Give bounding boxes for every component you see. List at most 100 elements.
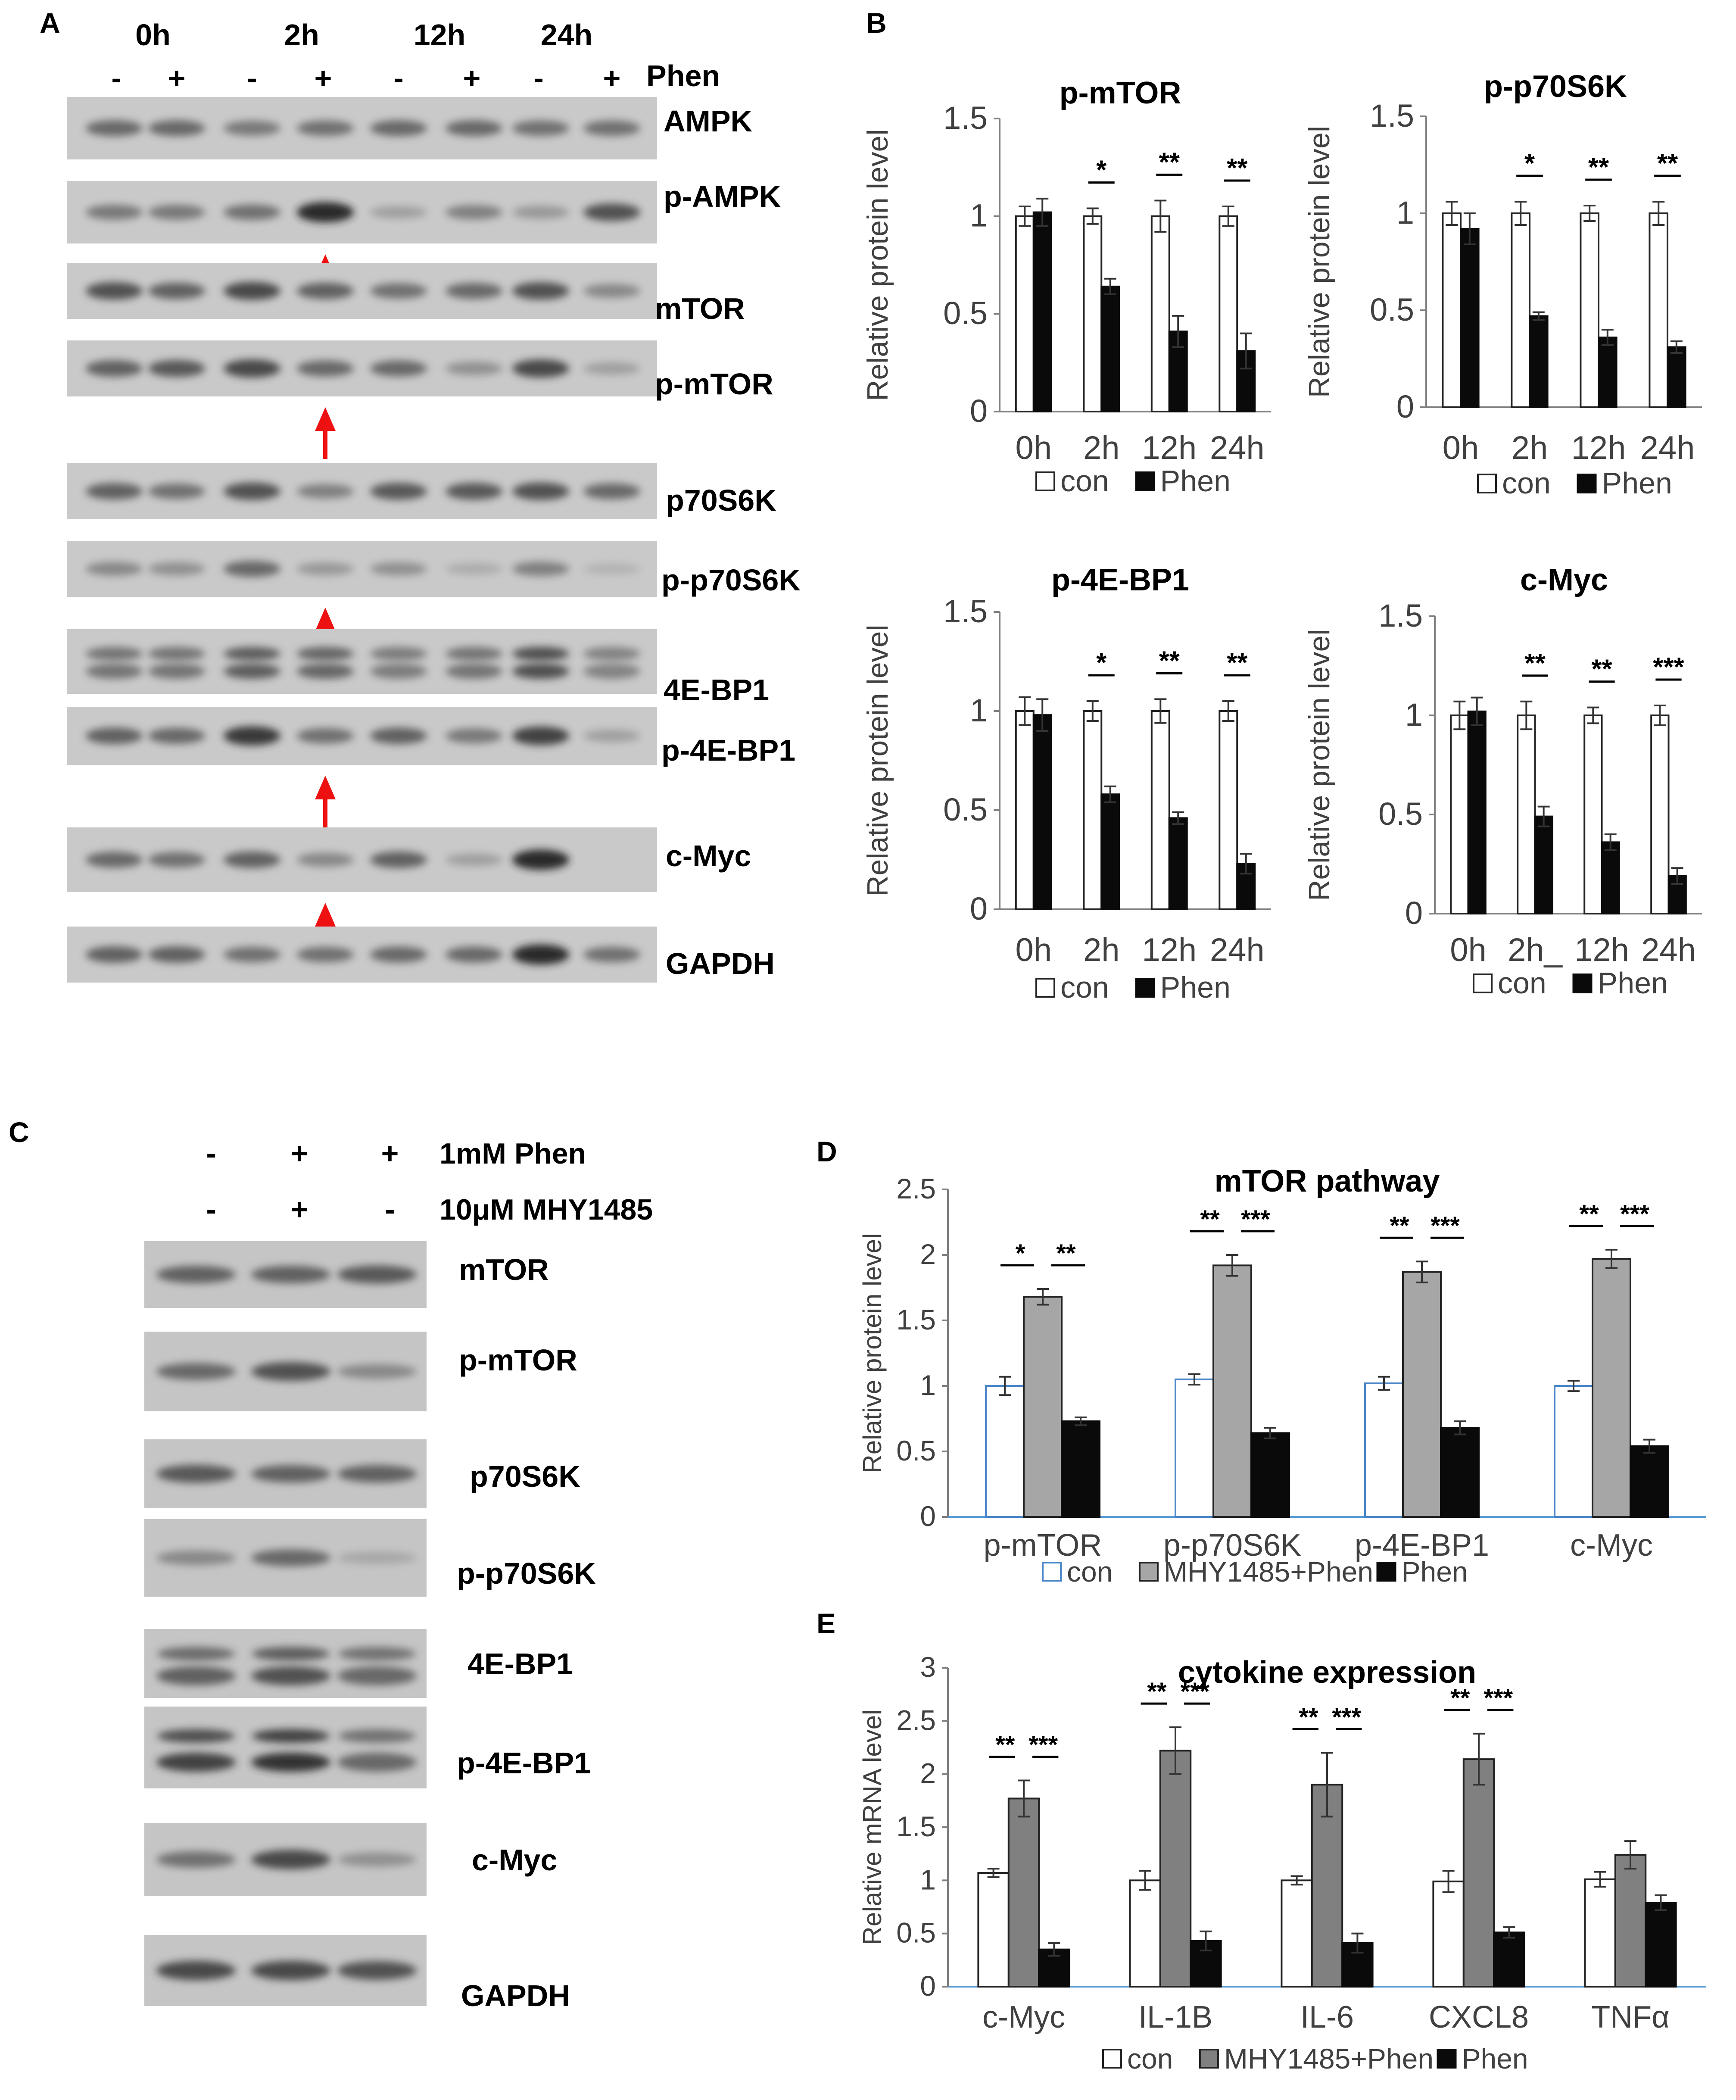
x-tick-label: 0h bbox=[1015, 430, 1052, 466]
lane-sign: + bbox=[168, 61, 186, 95]
legend-label: Phen bbox=[1160, 970, 1231, 1004]
bar-phen bbox=[1534, 815, 1553, 914]
y-tick-label: 2.5 bbox=[896, 1173, 936, 1204]
significance-marker: * bbox=[1096, 156, 1107, 185]
blot-band bbox=[297, 852, 354, 867]
y-tick-label: 1 bbox=[920, 1369, 936, 1401]
blot-membrane bbox=[67, 629, 657, 694]
blot-membrane bbox=[144, 1629, 427, 1698]
blot-band bbox=[86, 647, 143, 661]
lane-sign: + bbox=[463, 61, 481, 95]
chart-5: cytokine expression 0 0.5 1 1.5 2 2.5 3 Relative… bbox=[858, 1651, 1706, 2075]
blot-band bbox=[251, 1666, 330, 1685]
bar-phen bbox=[1100, 793, 1120, 910]
bar-con bbox=[1129, 1879, 1161, 1988]
blot-band bbox=[251, 1753, 330, 1772]
lane-sign: - bbox=[111, 61, 121, 95]
blot-band bbox=[252, 1729, 330, 1743]
lane-sign: - bbox=[247, 61, 257, 95]
significance-marker: ** bbox=[1159, 147, 1180, 177]
blot-band bbox=[337, 1961, 417, 1980]
significance-marker: *** bbox=[1431, 1212, 1460, 1240]
blot-band bbox=[512, 282, 569, 300]
timepoint-label: 24h bbox=[541, 18, 593, 52]
blot-band bbox=[86, 852, 143, 868]
significance-marker: ** bbox=[1159, 646, 1180, 676]
bar-con bbox=[1015, 215, 1035, 412]
significance-marker: *** bbox=[1332, 1703, 1361, 1731]
x-tick-label: c-Myc bbox=[1570, 1528, 1653, 1563]
blot-row-label: p-4E-BP1 bbox=[457, 1746, 591, 1780]
chart-title: p-p70S6K bbox=[1484, 69, 1627, 104]
significance-marker: ** bbox=[1579, 1200, 1599, 1228]
blot-band bbox=[224, 663, 281, 679]
bar-phen bbox=[1598, 337, 1618, 408]
blot-band bbox=[337, 1265, 417, 1284]
blot-band bbox=[224, 561, 281, 577]
lane-sign: + bbox=[291, 1192, 309, 1226]
chart-title: p-4E-BP1 bbox=[1051, 563, 1189, 597]
y-tick-label: 0.5 bbox=[943, 295, 988, 331]
blot-band bbox=[446, 728, 502, 743]
y-tick-label: 1 bbox=[970, 693, 988, 728]
blot-band bbox=[512, 849, 569, 870]
lane-sign: - bbox=[206, 1136, 216, 1170]
y-tick-label: 1.5 bbox=[896, 1810, 936, 1842]
y-tick-label: 0 bbox=[920, 1500, 936, 1532]
legend-swatch bbox=[1199, 2049, 1219, 2069]
legend-label: con bbox=[1060, 970, 1109, 1004]
y-tick-label: 3 bbox=[920, 1651, 936, 1683]
treatment-label: Phen bbox=[646, 59, 720, 93]
bar-phen bbox=[1493, 1932, 1525, 1988]
bar-con bbox=[1583, 715, 1603, 914]
bar-con bbox=[1150, 215, 1170, 412]
bar-con bbox=[1281, 1879, 1313, 1988]
y-tick-label: 1.5 bbox=[943, 100, 988, 136]
bar-phen bbox=[1467, 710, 1487, 915]
significance-marker: ** bbox=[995, 1731, 1015, 1759]
blot-band bbox=[337, 1666, 417, 1685]
lane-sign: + bbox=[315, 61, 332, 95]
y-tick-label: 1.5 bbox=[1370, 98, 1414, 134]
bar-con bbox=[1364, 1382, 1404, 1518]
blot-row-label: AMPK bbox=[664, 104, 752, 138]
red-arrow-icon bbox=[315, 407, 336, 431]
x-tick-label: CXCL8 bbox=[1429, 2000, 1529, 2034]
blot-band bbox=[224, 647, 281, 661]
blot-band bbox=[446, 663, 502, 679]
blot-band bbox=[512, 647, 569, 661]
bar-phen bbox=[1250, 1432, 1290, 1518]
panel-label-a: A bbox=[40, 7, 60, 39]
legend-label: Phen bbox=[1462, 2043, 1528, 2075]
blot-row-label: p-4E-BP1 bbox=[661, 733, 795, 767]
bar-con bbox=[1219, 710, 1238, 910]
significance-marker: ** bbox=[1147, 1678, 1167, 1706]
blot-band bbox=[446, 647, 502, 661]
bar-con bbox=[1450, 715, 1469, 914]
y-tick-label: 1 bbox=[1396, 195, 1414, 231]
bar-phen bbox=[1061, 1420, 1100, 1518]
blot-band bbox=[370, 283, 427, 299]
blot-band bbox=[370, 120, 427, 137]
blot-band bbox=[86, 360, 143, 377]
blot-band bbox=[583, 362, 640, 375]
bar-con bbox=[1650, 715, 1670, 914]
blot-band bbox=[297, 647, 354, 661]
blot-row-label: p-AMPK bbox=[664, 180, 781, 213]
blot-band bbox=[297, 562, 354, 575]
blot-band bbox=[86, 282, 143, 300]
blot-band bbox=[156, 1961, 236, 1980]
blot-band bbox=[446, 205, 502, 220]
blot-band bbox=[297, 947, 354, 962]
chart-1: p-p70S6K 0 0.5 1 1.5 Relative protein level 0h… bbox=[1303, 69, 1702, 500]
panel-label-d: D bbox=[817, 1136, 837, 1167]
legend-swatch bbox=[1035, 978, 1055, 998]
y-tick-label: 0 bbox=[920, 1970, 936, 2002]
y-axis-label: Relative protein level bbox=[861, 129, 894, 401]
x-tick-label: p-mTOR bbox=[984, 1528, 1102, 1563]
blot-band bbox=[148, 282, 205, 300]
blot-band bbox=[446, 483, 502, 500]
significance-marker: *** bbox=[1029, 1731, 1058, 1759]
x-tick-label: p-4E-BP1 bbox=[1355, 1528, 1489, 1563]
blot-band bbox=[297, 663, 354, 679]
